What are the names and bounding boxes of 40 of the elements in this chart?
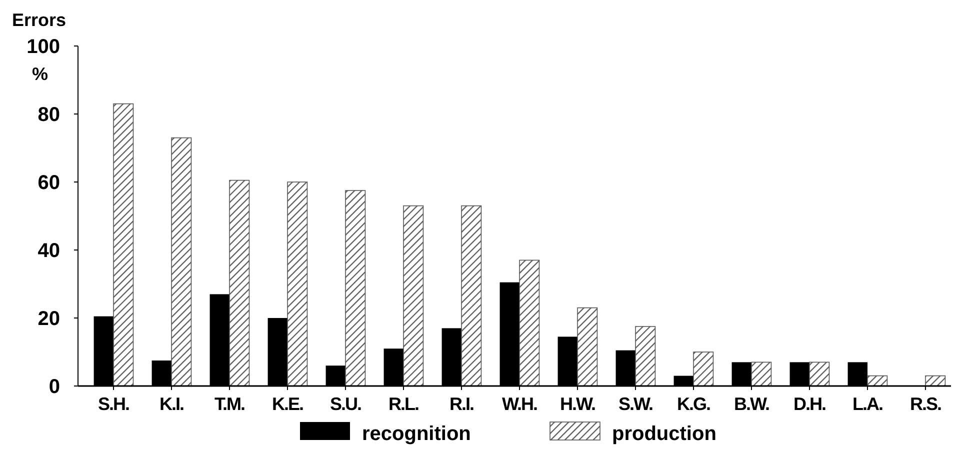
- x-tick-label: R.S.: [910, 394, 941, 414]
- x-tick-label: S.H.: [98, 394, 130, 414]
- bar: [693, 352, 714, 386]
- legend-label: production: [612, 423, 716, 445]
- bar: [635, 326, 656, 386]
- y-tick-label: 80: [38, 104, 60, 126]
- legend-label: recognition: [362, 423, 471, 445]
- y-tick-label: 60: [38, 172, 60, 194]
- y-tick-label: 0: [48, 376, 60, 398]
- bar: [751, 362, 772, 386]
- x-tick-label: T.M.: [214, 394, 245, 414]
- y-tick-label: 100: [26, 36, 60, 58]
- y-axis-title: Errors: [12, 10, 66, 30]
- x-tick-label: D.H.: [793, 394, 826, 414]
- y-tick-label: 40: [38, 240, 60, 262]
- bar: [171, 137, 192, 386]
- x-tick-label: K.E.: [272, 394, 304, 414]
- x-tick-label: K.I.: [160, 394, 184, 414]
- x-tick-label: H.W.: [560, 394, 595, 414]
- x-tick-label: B.W.: [734, 394, 769, 414]
- bar: [925, 375, 946, 386]
- x-tick-label: W.H.: [502, 394, 537, 414]
- bar: [229, 180, 250, 386]
- x-tick-label: S.W.: [618, 394, 652, 414]
- bar: [809, 362, 830, 386]
- x-tick-label: K.G.: [676, 394, 710, 414]
- bar: [345, 190, 366, 386]
- bar: [867, 375, 888, 386]
- bar: [287, 182, 308, 386]
- text: %: [32, 64, 48, 84]
- bar: [461, 205, 482, 386]
- bar: [113, 103, 134, 386]
- bar: [403, 205, 424, 386]
- x-tick-label: S.U.: [330, 394, 362, 414]
- bar: [519, 260, 540, 386]
- x-tick-label: R.L.: [388, 394, 419, 414]
- x-tick-label: R.I.: [449, 394, 474, 414]
- y-tick-label: 20: [38, 308, 60, 330]
- bar: [577, 307, 598, 386]
- x-tick-label: L.A.: [852, 394, 882, 414]
